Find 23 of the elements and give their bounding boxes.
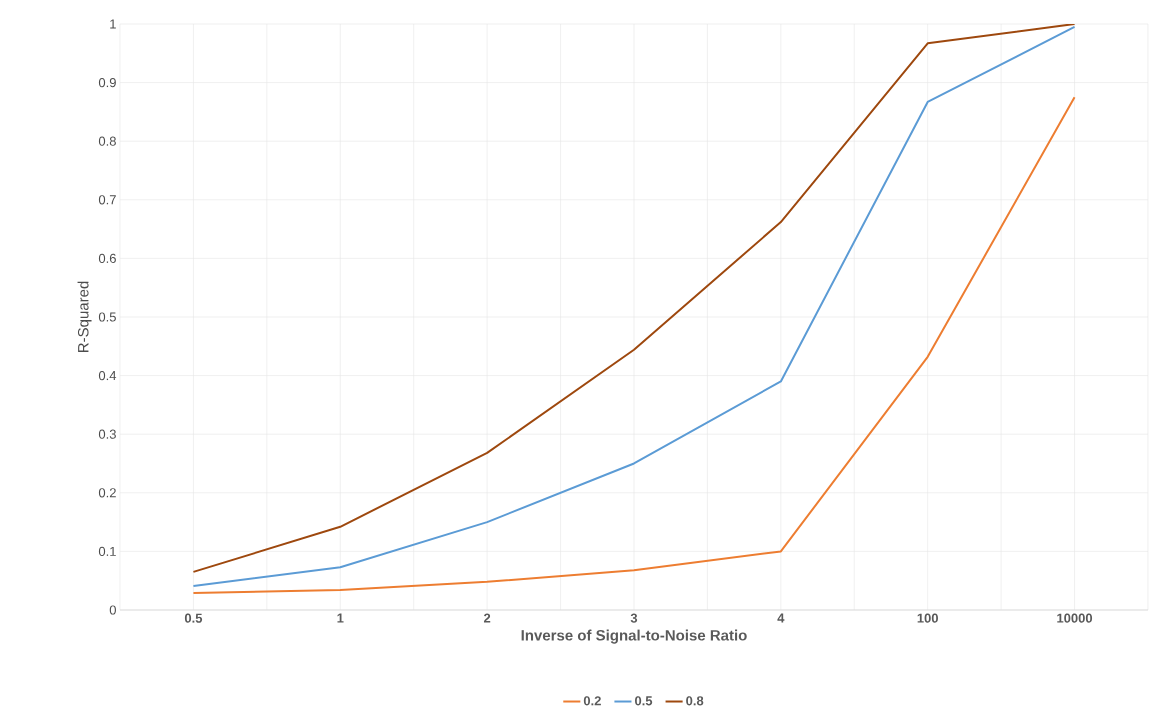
y-tick-label: 0.3 bbox=[98, 429, 116, 439]
x-tick-label: 100 bbox=[917, 613, 938, 623]
y-tick-label: 0.1 bbox=[98, 546, 116, 556]
x-tick-label: 2 bbox=[483, 613, 491, 623]
x-axis-title: Inverse of Signal-to-Noise Ratio bbox=[521, 629, 747, 644]
y-tick-label: 0 bbox=[109, 605, 116, 615]
x-tick-label: 4 bbox=[777, 613, 785, 623]
y-axis-title: R-Squared bbox=[77, 281, 92, 353]
legend-label: 0.5 bbox=[635, 696, 653, 706]
y-tick-label: 0.7 bbox=[98, 195, 116, 205]
x-tick-label: 10000 bbox=[1057, 613, 1093, 623]
y-tick-label: 1 bbox=[110, 19, 116, 29]
x-tick-label: 1 bbox=[337, 613, 344, 623]
y-tick-label: 0.4 bbox=[98, 370, 117, 381]
y-tick-label: 0.6 bbox=[98, 253, 116, 263]
x-tick-label: 3 bbox=[630, 613, 638, 623]
legend-label: 0.2 bbox=[583, 696, 601, 706]
x-tick-label: 0.5 bbox=[184, 613, 203, 623]
legend-label: 0.8 bbox=[686, 696, 704, 706]
y-tick-label: 0.5 bbox=[98, 312, 116, 322]
y-tick-label: 0.8 bbox=[98, 136, 116, 146]
y-tick-label: 0.2 bbox=[98, 488, 116, 498]
y-tick-label: 0.9 bbox=[98, 77, 116, 88]
